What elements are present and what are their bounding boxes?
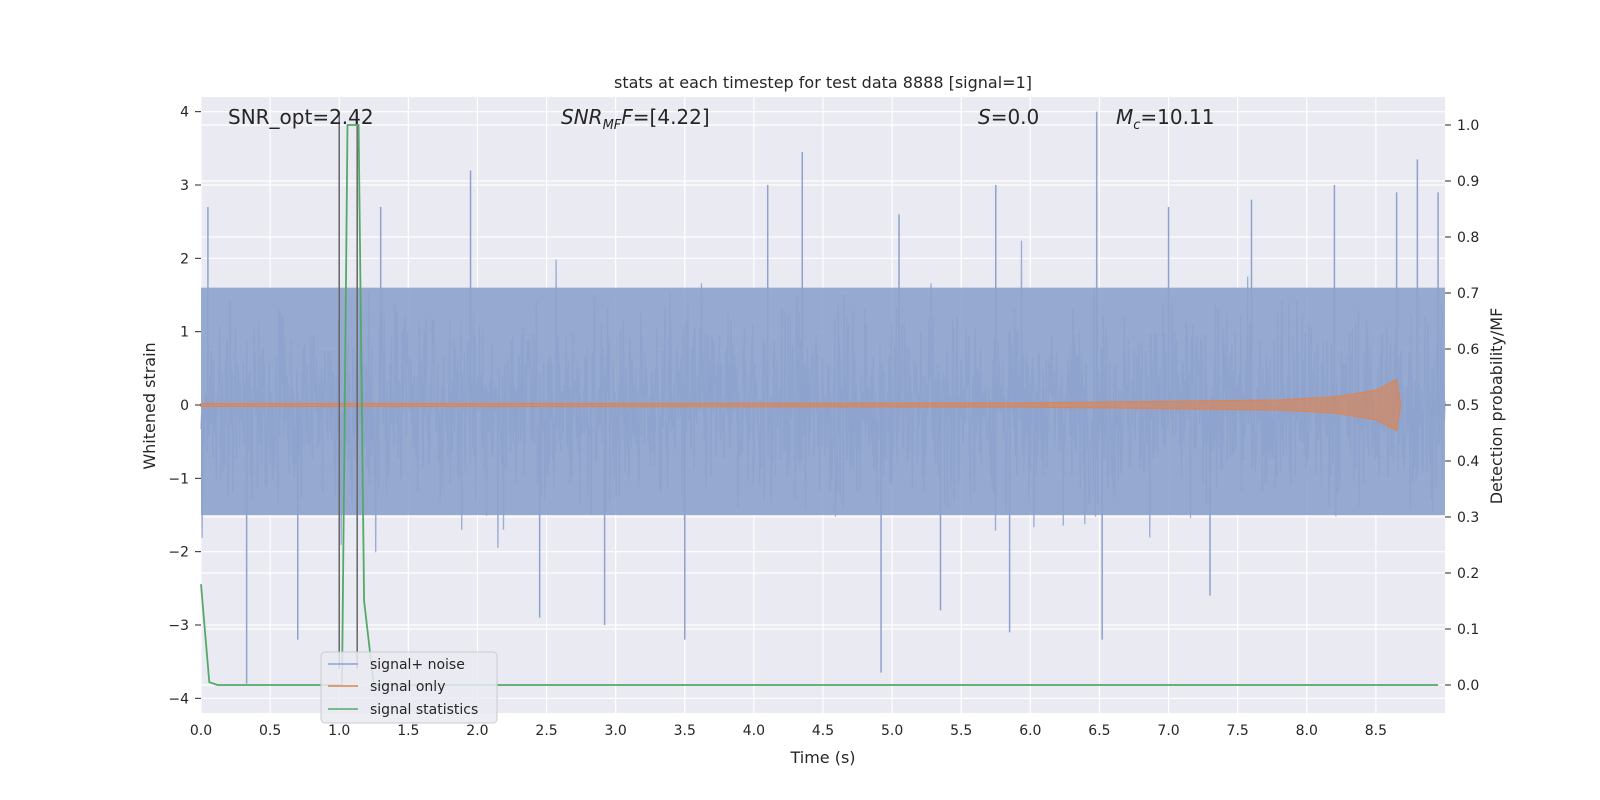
x-tick-label: 8.0	[1296, 723, 1318, 739]
x-tick-label: 3.5	[674, 723, 696, 739]
x-tick-label: 3.0	[605, 723, 627, 739]
annotation-snr-mf: SNRMFF=[4.22]	[561, 105, 710, 133]
x-tick-label: 5.0	[881, 723, 903, 739]
annotation-snr-opt: SNR_opt=2.42	[228, 105, 374, 129]
x-tick-label: 1.0	[328, 723, 350, 739]
y-tick-label: 4	[180, 105, 189, 121]
signal-envelope	[200, 378, 1402, 432]
x-axis-ticks: 0.0 0.5 1.0 1.5 2.0 2.5 3.0 3.5 4.0 4.5 5.0 5.5 6.0 6…	[190, 723, 1387, 739]
s-value: =0.0	[991, 105, 1040, 129]
annotation-s: S=0.0	[978, 105, 1039, 129]
snr-mf-subscript: MF	[603, 118, 622, 133]
x-tick-label: 6.5	[1088, 723, 1110, 739]
y2-tick-label: 0.0	[1457, 678, 1479, 694]
legend-label-stats: signal statistics	[370, 702, 478, 718]
y2-tick-label: 1.0	[1457, 118, 1479, 134]
x-tick-label: 7.5	[1227, 723, 1249, 739]
x-tick-label: 2.5	[535, 723, 557, 739]
y2-tick-label: 0.5	[1457, 398, 1479, 414]
y-axis-ticks: 4 3 2 1 0 −1 −2 −3 −4	[168, 105, 201, 707]
x-tick-label: 0.0	[190, 723, 212, 739]
y-tick-label: 0	[180, 398, 189, 414]
legend-box	[320, 651, 498, 724]
x-tick-label: 0.5	[259, 723, 281, 739]
s-symbol: S	[978, 105, 991, 129]
snr-mf-value: =[4.22]	[633, 105, 710, 129]
x-tick-label: 8.5	[1365, 723, 1387, 739]
legend-label-signal: signal only	[370, 679, 445, 695]
mc-subscript: c	[1133, 118, 1140, 133]
y-tick-label: −2	[168, 545, 189, 561]
y-tick-label: −4	[168, 691, 189, 707]
chart-title: stats at each timestep for test data 888…	[614, 73, 1032, 92]
x-tick-label: 1.5	[397, 723, 419, 739]
y2-axis-label: Detection probability/MF	[1487, 308, 1506, 505]
signal-only-series	[200, 378, 1402, 432]
y-axis-label: Whitened strain	[140, 342, 159, 469]
y2-tick-label: 0.3	[1457, 510, 1479, 526]
y-tick-label: 2	[180, 251, 189, 267]
legend: signal+ noise signal only signal statist…	[320, 651, 498, 724]
mc-symbol: M	[1116, 105, 1133, 129]
y2-tick-label: 0.2	[1457, 566, 1479, 582]
annotation-mc: Mc=10.11	[1116, 105, 1214, 133]
y2-tick-label: 0.6	[1457, 342, 1479, 358]
mc-value: =10.11	[1140, 105, 1214, 129]
y2-tick-label: 0.4	[1457, 454, 1479, 470]
y2-axis-ticks: 1.0 0.9 0.8 0.7 0.6 0.5 0.4 0.3 0.2 0.1 0.0	[1445, 118, 1479, 694]
marker-lines	[338, 111, 358, 669]
x-axis-label: Time (s)	[789, 748, 855, 767]
y-tick-label: 3	[180, 178, 189, 194]
y2-tick-label: 0.8	[1457, 230, 1479, 246]
y-tick-label: 1	[180, 325, 189, 341]
x-tick-label: 2.0	[466, 723, 488, 739]
y-tick-label: −1	[168, 471, 189, 487]
y2-tick-label: 0.7	[1457, 286, 1479, 302]
y-tick-label: −3	[168, 618, 189, 634]
legend-label-noise: signal+ noise	[370, 657, 465, 673]
snr-mf-symbol: SNR	[561, 105, 603, 129]
y2-tick-label: 0.9	[1457, 174, 1479, 190]
x-tick-label: 4.5	[812, 723, 834, 739]
x-tick-label: 6.0	[1019, 723, 1041, 739]
y2-tick-label: 0.1	[1457, 622, 1479, 638]
x-tick-label: 4.0	[743, 723, 765, 739]
x-tick-label: 7.0	[1157, 723, 1179, 739]
x-tick-label: 5.5	[950, 723, 972, 739]
